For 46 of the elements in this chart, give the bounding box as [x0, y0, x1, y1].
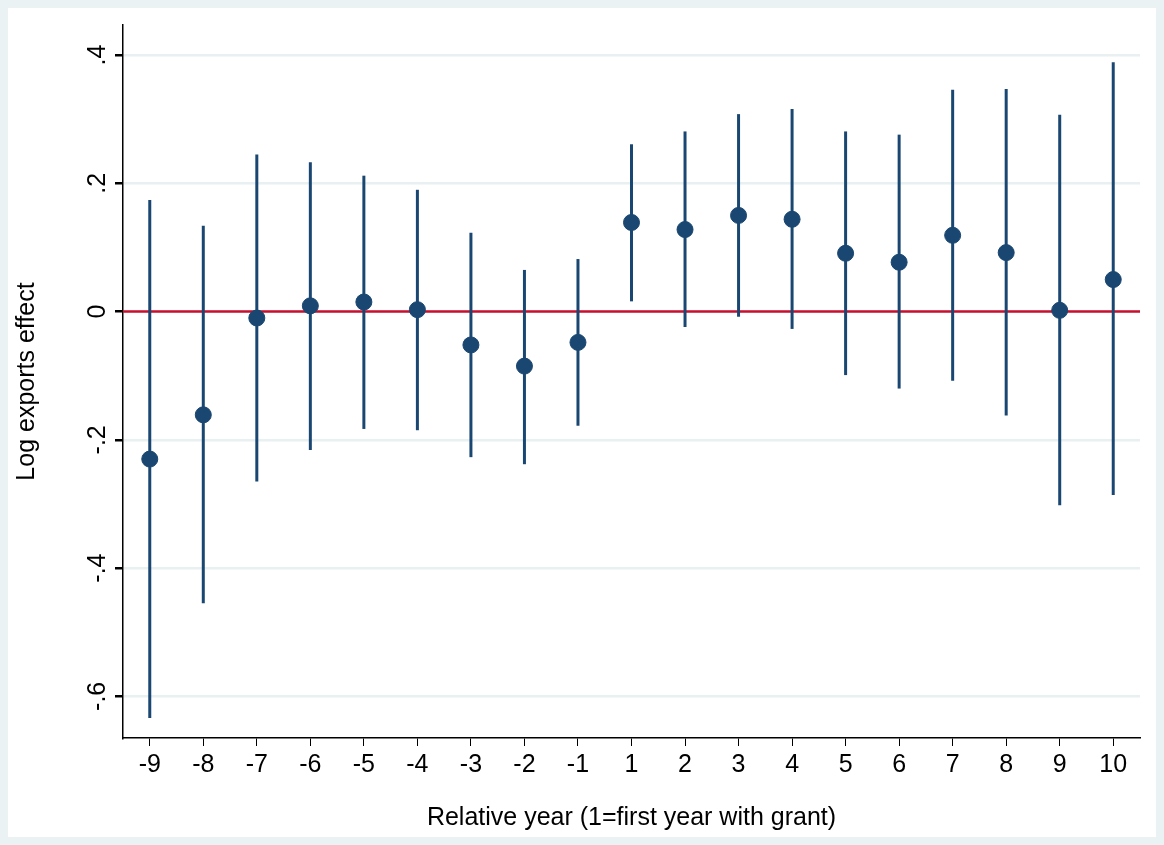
y-tick-label: -.2	[82, 425, 111, 455]
x-tick-label: -2	[513, 748, 536, 777]
point	[623, 213, 640, 231]
x-tick-label: 10	[1099, 748, 1128, 777]
x-tick-label: -5	[352, 748, 375, 777]
x-tick-label: 6	[892, 748, 907, 777]
x-axis-title: Relative year (1=first year with grant)	[426, 801, 837, 830]
x-tick-label: -9	[138, 748, 161, 777]
x-tick-label: -6	[299, 748, 322, 777]
point	[355, 293, 373, 311]
x-tick-label: 1	[624, 748, 639, 777]
point	[676, 221, 694, 239]
point	[1104, 271, 1122, 289]
point	[408, 301, 426, 319]
x-tick-label: 9	[1052, 748, 1067, 777]
point	[462, 336, 480, 354]
point	[944, 226, 962, 244]
y-tick-label: -.6	[82, 681, 111, 711]
y-tick-label: -.4	[82, 553, 111, 583]
point	[248, 309, 266, 327]
x-tick-label: 8	[999, 748, 1014, 777]
y-tick-label: 0	[82, 304, 111, 319]
point	[837, 244, 855, 262]
point	[890, 253, 908, 271]
x-tick-label: 2	[678, 748, 692, 777]
point	[997, 244, 1015, 262]
x-tick-label: -4	[406, 748, 429, 777]
point	[301, 297, 319, 315]
point	[730, 206, 748, 224]
y-tick-label: .2	[82, 172, 111, 194]
point	[783, 210, 801, 228]
point	[515, 357, 533, 375]
x-tick-label: -1	[566, 748, 590, 777]
y-tick-label: .4	[82, 44, 111, 66]
point	[141, 450, 159, 468]
point	[194, 406, 212, 424]
y-axis-title: Log exports effect	[10, 282, 39, 481]
x-tick-label: -7	[245, 748, 268, 777]
point	[1051, 301, 1069, 319]
x-tick-label: -3	[459, 748, 483, 777]
point	[569, 333, 587, 351]
x-tick-label: 3	[731, 748, 746, 777]
x-tick-label: 5	[838, 748, 853, 777]
x-tick-label: 7	[945, 748, 960, 777]
x-tick-label: 4	[785, 748, 800, 777]
x-tick-label: -8	[192, 748, 215, 777]
